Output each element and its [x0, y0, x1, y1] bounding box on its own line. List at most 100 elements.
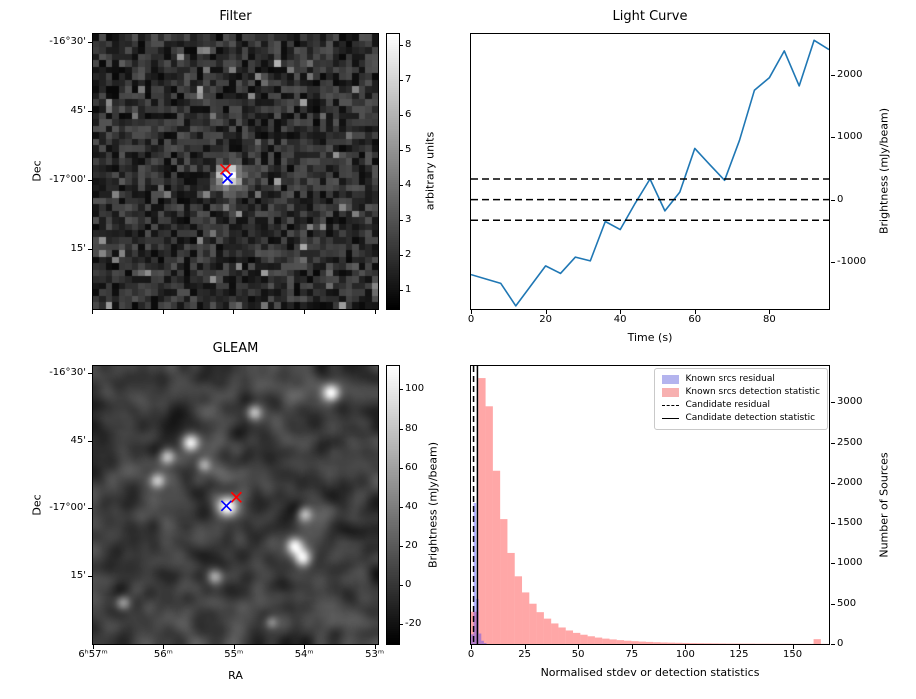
tick-label: 150: [783, 649, 803, 660]
light-curve-ylabel: Brightness (mJy/beam): [877, 107, 891, 235]
tick-label: -1000: [837, 256, 867, 268]
tick-mark: [831, 644, 835, 645]
tick-label: 60: [688, 314, 702, 325]
tick-mark: [163, 310, 164, 314]
tick-mark: [525, 645, 526, 649]
tick-mark: [375, 645, 376, 649]
histogram-ylabel: Number of Sources: [877, 452, 891, 558]
tick-mark: [375, 310, 376, 314]
legend-swatch-candidate-detection: [662, 418, 680, 419]
tick-mark: [88, 180, 92, 181]
tick-label: 45': [70, 434, 86, 446]
gleam-xlabel: RA: [228, 669, 243, 682]
light-curve-plot: [470, 33, 830, 310]
histogram-chart: [471, 366, 829, 644]
tick-mark: [400, 150, 403, 151]
tick-mark: [400, 624, 403, 625]
tick-mark: [831, 604, 835, 605]
tick-label: 1000: [837, 131, 863, 143]
tick-label: 0: [837, 638, 844, 649]
filter-colorbar-label: arbitrary units: [423, 131, 437, 211]
filter-markers: [219, 163, 234, 184]
filter-title: Filter: [219, 9, 252, 24]
legend-label-known-residual: Known srcs residual: [685, 374, 775, 384]
tick-mark: [400, 429, 403, 430]
tick-mark: [471, 310, 472, 314]
tick-mark: [831, 563, 835, 564]
gleam-colorbar-label: Brightness (mJy/beam): [426, 441, 440, 569]
tick-label: 0: [467, 314, 475, 325]
light-curve-title: Light Curve: [612, 9, 688, 24]
tick-mark: [400, 45, 403, 46]
tick-mark: [88, 576, 92, 577]
tick-mark: [400, 185, 403, 186]
tick-mark: [695, 310, 696, 314]
tick-label: 0: [837, 193, 844, 205]
tick-label: 53ᵐ: [365, 649, 385, 660]
tick-mark: [233, 310, 234, 314]
tick-mark: [400, 115, 403, 116]
tick-label: 40: [613, 314, 627, 325]
tick-label: 100: [405, 383, 425, 395]
histogram-legend: Known srcs residual Known srcs detection…: [654, 368, 828, 430]
tick-label: 80: [762, 314, 776, 325]
tick-mark: [400, 585, 403, 586]
legend-swatch-candidate-residual: [662, 405, 680, 406]
tick-mark: [88, 441, 92, 442]
tick-mark: [93, 645, 94, 649]
tick-label: 0: [405, 579, 412, 591]
tick-label: 3: [405, 213, 412, 225]
tick-label: 50: [571, 649, 585, 660]
tick-mark: [831, 262, 835, 263]
tick-mark: [400, 290, 403, 291]
tick-mark: [831, 483, 835, 484]
light-curve-xlabel: Time (s): [627, 331, 673, 344]
tick-mark: [620, 310, 621, 314]
tick-label: 45': [70, 105, 86, 117]
tick-mark: [400, 220, 403, 221]
tick-mark: [88, 508, 92, 509]
histogram-xlabel: Normalised stdev or detection statistics: [540, 666, 760, 679]
tick-mark: [88, 111, 92, 112]
tick-label: 2000: [837, 476, 863, 488]
legend-swatch-known-residual: [662, 375, 680, 384]
tick-label: 20: [539, 314, 552, 325]
tick-mark: [400, 468, 403, 469]
tick-label: 1000: [837, 557, 863, 569]
tick-mark: [685, 645, 686, 649]
tick-mark: [471, 645, 472, 649]
tick-label: 100: [675, 649, 695, 660]
filter-colorbar: [386, 33, 400, 310]
gleam-colorbar: [386, 365, 400, 645]
tick-label: 54ᵐ: [294, 649, 314, 660]
tick-mark: [400, 507, 403, 508]
tick-label: 2500: [837, 436, 863, 448]
tick-label: 2: [405, 248, 412, 260]
tick-label: 1: [405, 283, 412, 295]
tick-label: 6ʰ57ᵐ: [78, 649, 108, 660]
tick-mark: [88, 42, 92, 43]
tick-label: 125: [729, 649, 749, 660]
tick-label: 8: [405, 38, 412, 50]
legend-row: Candidate detection statistic: [662, 412, 820, 425]
tick-mark: [831, 443, 835, 444]
tick-mark: [831, 200, 835, 201]
tick-label: -17°00': [49, 174, 86, 186]
tick-label: -16°30': [49, 366, 86, 378]
legend-label-candidate-detection: Candidate detection statistic: [685, 413, 816, 423]
tick-mark: [304, 645, 305, 649]
tick-mark: [234, 645, 235, 649]
tick-mark: [88, 373, 92, 374]
tick-label: 80: [405, 422, 418, 434]
legend-label-candidate-residual: Candidate residual: [685, 400, 771, 410]
tick-mark: [831, 75, 835, 76]
tick-label: 15': [70, 569, 86, 581]
filter-ylabel: Dec: [30, 160, 44, 182]
tick-label: 40: [405, 500, 418, 512]
tick-mark: [88, 249, 92, 250]
tick-label: 6: [405, 108, 412, 120]
tick-label: 60: [405, 461, 418, 473]
legend-row: Candidate residual: [662, 399, 820, 412]
tick-label: 0: [467, 649, 475, 660]
tick-label: 15': [70, 243, 86, 255]
